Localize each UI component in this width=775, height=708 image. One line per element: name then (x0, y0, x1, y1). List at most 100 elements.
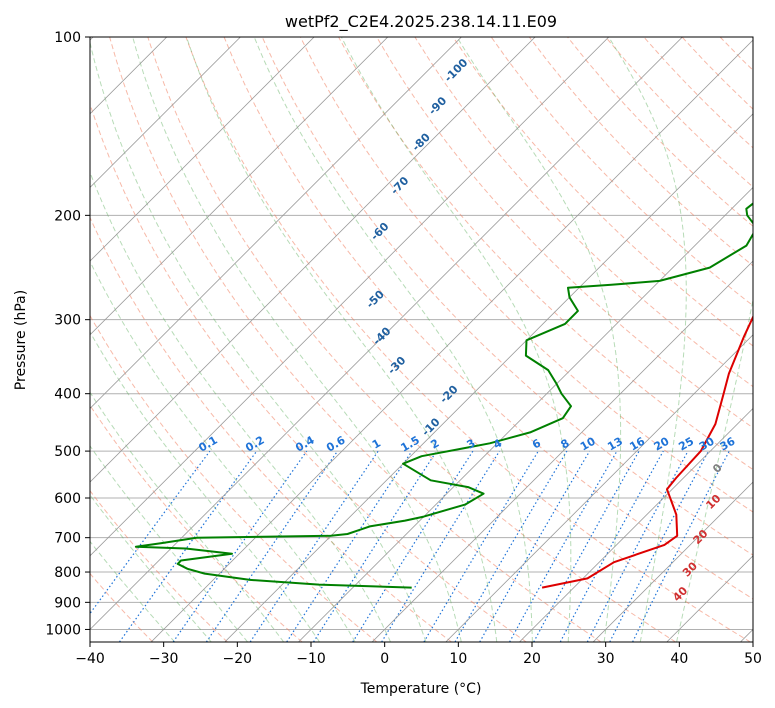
isotherm-gridline (445, 334, 753, 642)
plot-frame (89, 36, 754, 643)
mixing-ratio-line (423, 450, 539, 642)
mixing-ratio-label: 2 (428, 437, 441, 452)
mixing-ratio-line (119, 450, 258, 642)
isotherm-gridline (740, 628, 753, 642)
isotherm-gridline (592, 481, 753, 642)
moist-adiabat (186, 37, 498, 642)
mixing-ratio-line (205, 450, 338, 642)
moist-adiabat (132, 37, 462, 642)
dry-adiabat (185, 37, 751, 642)
dry-adiabat (90, 216, 452, 642)
isotherm-gridline (666, 555, 753, 642)
mixing-ratio-label: 6 (530, 436, 543, 451)
x-tick-label: −30 (149, 651, 179, 667)
isotherm-gridline (224, 113, 753, 642)
moist-adiabat (90, 330, 320, 642)
dry-adiabat (758, 37, 775, 642)
x-axis: −40 −30 −20 −10 0 10 20 30 40 50 (75, 642, 762, 667)
mixing-ratio-line (381, 450, 501, 642)
dry-adiabat (643, 37, 753, 149)
sounding-series (134, 202, 753, 589)
isotherm-gridline (519, 407, 753, 642)
dry-adiabat-label: -10 (419, 415, 442, 438)
dry-adiabat-label: -50 (364, 288, 387, 311)
dry-adiabat-label: -80 (410, 130, 433, 153)
dry-adiabat-label: -30 (385, 354, 408, 377)
dry-adiabat (681, 37, 753, 110)
mixing-ratio-line (533, 450, 640, 642)
dry-adiabat-label: -60 (368, 220, 391, 243)
mixing-ratio-line (632, 450, 730, 642)
isotherm-gridline (150, 39, 753, 642)
moist-adiabat (676, 296, 753, 642)
mixing-ratio-label: 1 (370, 437, 383, 452)
dry-adiabat-label: -70 (388, 174, 411, 197)
mixing-ratio-line (90, 450, 211, 615)
isotherm-gridline (90, 37, 241, 189)
y-tick-label: 500 (54, 444, 81, 460)
x-tick-label: 10 (449, 651, 467, 667)
chart-title: wetPf2_C2E4.2025.238.14.11.E09 (285, 12, 557, 32)
mixing-ratio-line (249, 450, 379, 642)
dry-adiabat-label: 30 (680, 559, 700, 579)
dry-adiabat (90, 404, 303, 642)
moist-adiabats (90, 37, 753, 642)
dry-adiabat-label: 40 (670, 584, 690, 604)
sounding-line (541, 314, 753, 589)
dry-adiabat (528, 37, 753, 267)
moist-adiabat (456, 37, 622, 642)
y-tick-label: 300 (54, 313, 81, 329)
sounding-line (134, 202, 753, 589)
moist-adiabat (90, 171, 391, 642)
dry-adiabat (338, 37, 753, 471)
dry-adiabat (0, 37, 78, 642)
isotherm-gridline (90, 37, 610, 557)
dry-adiabat (109, 37, 602, 642)
mixing-ratio-label: 3 (465, 437, 478, 452)
x-tick-label: 40 (670, 651, 688, 667)
isotherm-gridline (90, 37, 315, 262)
moist-adiabat (90, 260, 356, 642)
moist-adiabat (90, 445, 248, 642)
dry-adiabat-label: -20 (437, 383, 460, 406)
mixing-ratio-label: 4 (491, 436, 504, 451)
y-tick-label: 400 (54, 387, 81, 403)
mixing-ratio-line (509, 450, 618, 642)
y-axis: 1000 900 800 700 600 500 400 300 200 100 (45, 30, 90, 638)
dry-adiabat (90, 102, 527, 642)
y-axis-label: Pressure (hPa) (13, 290, 29, 390)
x-tick-label: −10 (296, 651, 326, 667)
dry-adiabat-label: -40 (370, 324, 393, 347)
mixing-ratio-line (352, 450, 474, 642)
dry-adiabat (90, 489, 228, 642)
dry-adiabats (0, 37, 775, 642)
gridlines (90, 37, 753, 630)
dry-adiabat-label: -90 (426, 94, 449, 117)
mixing-ratio-line (312, 450, 438, 642)
dry-adiabat (261, 37, 753, 556)
isotherm-gridline (90, 37, 536, 483)
dry-adiabat (376, 37, 753, 429)
moist-adiabat (340, 37, 572, 642)
isotherm-gridline (90, 37, 462, 410)
x-tick-label: 0 (380, 651, 389, 667)
y-tick-label: 600 (54, 491, 81, 507)
isotherm-gridline (90, 37, 389, 336)
moist-adiabat (90, 494, 212, 642)
moist-adiabat (90, 391, 285, 642)
moist-adiabat (608, 37, 687, 642)
dry-adiabat (605, 37, 753, 188)
y-tick-label: 100 (54, 30, 81, 46)
dry-adiabat (90, 314, 378, 642)
mixing-ratio-line (559, 450, 664, 642)
dry-adiabat (147, 37, 676, 642)
y-tick-label: 1000 (45, 622, 81, 638)
isotherm-gridline (371, 260, 753, 642)
x-tick-label: 20 (523, 651, 541, 667)
plot-area: 0.1 0.2 0.4 0.6 1 1.5 2 3 4 6 8 10 13 16 20 25 30 36-100-… (0, 37, 775, 642)
y-tick-label: 900 (54, 595, 81, 611)
dry-adiabat (490, 37, 753, 307)
moist-adiabat (90, 40, 427, 642)
dry-adiabat (414, 37, 753, 388)
